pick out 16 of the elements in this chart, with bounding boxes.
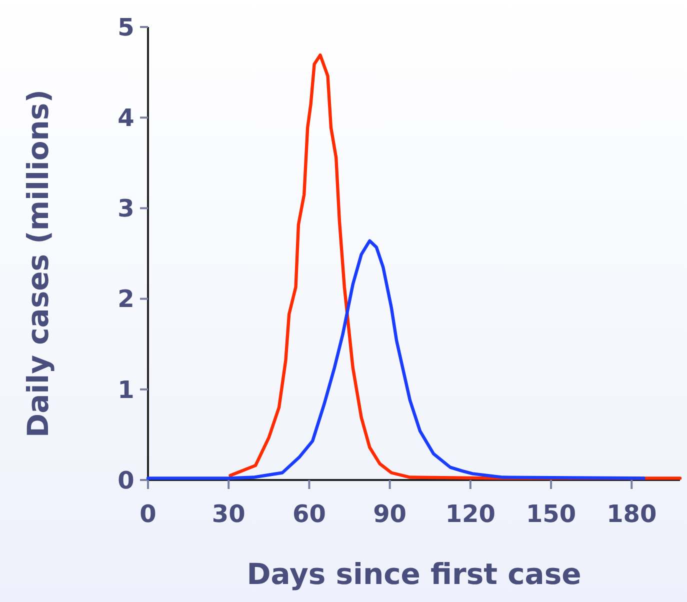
- y-axis-title: Daily cases (millions): [21, 90, 55, 438]
- y-tick-label: 1: [118, 376, 134, 404]
- x-tick-label: 60: [292, 500, 326, 528]
- x-tick-label: 180: [606, 500, 657, 528]
- line-series: [146, 239, 646, 480]
- x-axis-title: Days since first case: [246, 557, 582, 591]
- x-tick-label: 150: [526, 500, 576, 528]
- x-tick-label: 120: [445, 500, 496, 528]
- y-tick-label: 4: [118, 104, 134, 132]
- y-tick-label: 2: [118, 285, 134, 314]
- x-tick-label: 30: [212, 500, 246, 528]
- y-tick-label: 0: [118, 466, 134, 494]
- x-tick-label: 90: [373, 500, 407, 528]
- y-tick-label: 3: [118, 194, 134, 223]
- x-tick-label: 0: [140, 500, 156, 528]
- y-tick-label: 5: [118, 13, 134, 42]
